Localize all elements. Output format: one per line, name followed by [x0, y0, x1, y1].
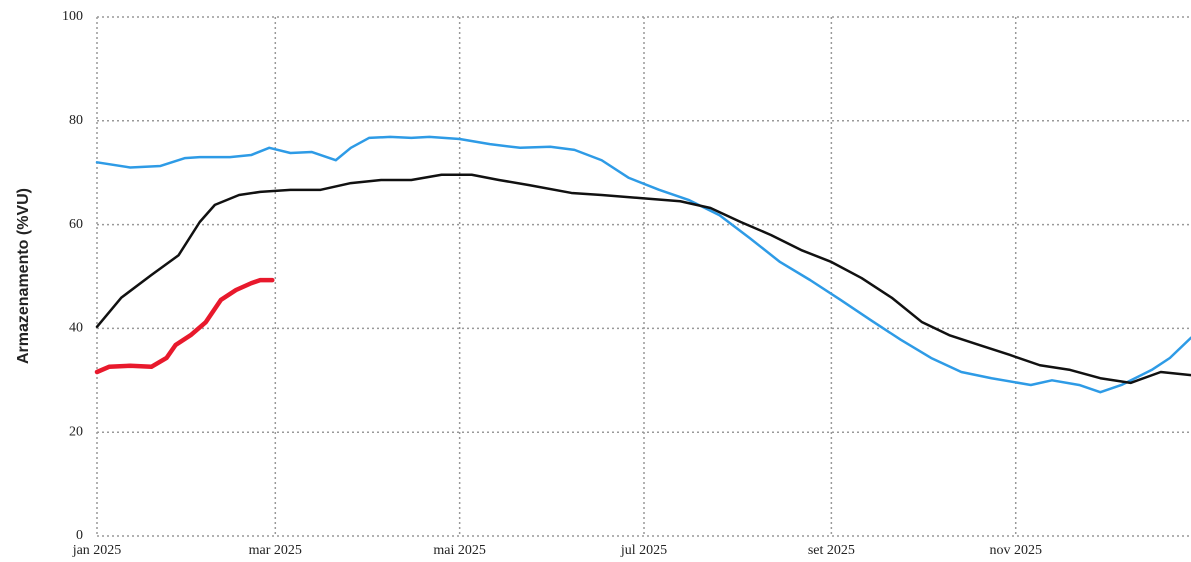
x-tick-label: mar 2025	[249, 543, 302, 558]
y-tick-label: 0	[76, 528, 83, 543]
x-tick-label: jan 2025	[72, 543, 122, 558]
series-line	[95, 135, 1191, 394]
series-line	[94, 277, 275, 375]
y-tick-label: 60	[69, 217, 83, 232]
x-tick-label: jul 2025	[620, 543, 667, 558]
x-tick-label: nov 2025	[989, 543, 1042, 558]
y-tick-label: 100	[62, 9, 83, 24]
series-line	[95, 173, 1191, 385]
x-tick-label: mai 2025	[433, 543, 486, 558]
y-axis-label: Armazenamento (%VU)	[15, 188, 32, 364]
y-tick-label: 20	[69, 424, 83, 439]
y-tick-label: 40	[69, 321, 83, 336]
x-tick-label: set 2025	[808, 543, 855, 558]
y-tick-label: 80	[69, 113, 83, 128]
